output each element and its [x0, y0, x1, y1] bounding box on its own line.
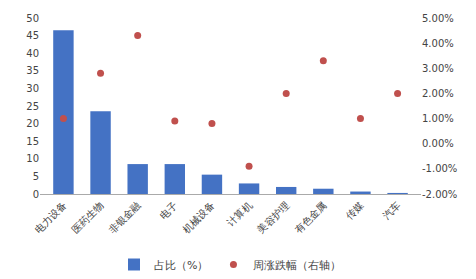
- svg-text:4.00%: 4.00%: [422, 38, 454, 49]
- svg-text:有色金属: 有色金属: [292, 199, 328, 235]
- svg-text:汽车: 汽车: [381, 199, 403, 221]
- svg-text:15: 15: [26, 136, 39, 147]
- svg-text:1.00%: 1.00%: [422, 113, 454, 124]
- svg-text:2.00%: 2.00%: [422, 88, 454, 99]
- svg-text:传媒: 传媒: [343, 199, 365, 221]
- svg-text:5: 5: [33, 171, 39, 182]
- svg-text:35: 35: [26, 65, 39, 76]
- svg-text:50: 50: [26, 13, 39, 24]
- svg-text:-2.00%: -2.00%: [422, 189, 457, 200]
- svg-text:30: 30: [26, 83, 39, 94]
- svg-text:电子: 电子: [158, 199, 180, 221]
- svg-text:10: 10: [26, 153, 39, 164]
- svg-text:电力设备: 电力设备: [32, 199, 68, 235]
- svg-text:40: 40: [26, 48, 39, 59]
- svg-text:-1.00%: -1.00%: [422, 163, 457, 174]
- svg-text:机械设备: 机械设备: [181, 199, 217, 235]
- svg-text:周涨跌幅（右轴）: 周涨跌幅（右轴）: [253, 259, 341, 272]
- svg-text:5.00%: 5.00%: [422, 13, 454, 24]
- svg-text:占比（%）: 占比（%）: [154, 259, 208, 272]
- svg-text:非银金融: 非银金融: [107, 199, 143, 235]
- svg-text:25: 25: [26, 101, 39, 112]
- svg-text:医药生物: 医药生物: [69, 199, 105, 235]
- svg-text:计算机: 计算机: [225, 199, 254, 228]
- svg-text:3.00%: 3.00%: [422, 63, 454, 74]
- svg-text:0.00%: 0.00%: [422, 138, 454, 149]
- svg-text:美容护理: 美容护理: [255, 199, 291, 235]
- svg-text:20: 20: [26, 118, 39, 129]
- svg-text:0: 0: [33, 189, 39, 200]
- svg-text:45: 45: [26, 30, 39, 41]
